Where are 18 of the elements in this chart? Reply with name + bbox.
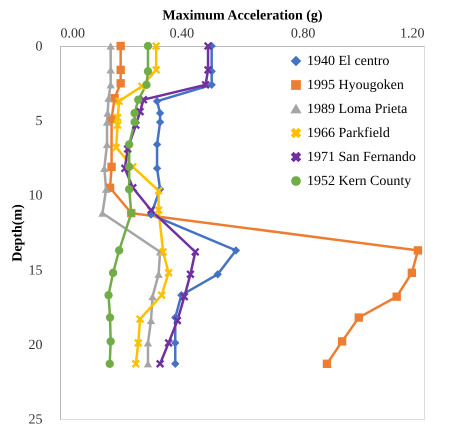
legend-label: 1995 Hyougoken <box>307 78 404 93</box>
x-tick-label: 1.20 <box>400 26 424 42</box>
y-tick-label: 20 <box>28 338 42 353</box>
y-tick-label: 5 <box>36 114 42 130</box>
legend-label: 1966 Parkfield <box>307 126 390 141</box>
y-tick-label: 0 <box>36 40 42 54</box>
x-tick-label: 0.40 <box>170 26 194 42</box>
y-tick-label: 15 <box>28 263 42 278</box>
legend-label: 1952 Kern County <box>307 174 412 189</box>
x-axis-title: Maximum Acceleration (g) <box>162 8 323 24</box>
legend-label: 1940 El centro <box>307 54 390 69</box>
legend-label: 1971 San Fernando <box>307 150 416 165</box>
x-tick-label: 0.00 <box>60 26 85 42</box>
y-tick-label: 10 <box>28 188 42 204</box>
legend-label: 1989 Loma Prieta <box>307 102 408 117</box>
y-tick-label: 25 <box>28 412 42 428</box>
y-axis-title: Depth(m) <box>10 204 26 262</box>
x-tick-label: 0.80 <box>290 26 316 42</box>
